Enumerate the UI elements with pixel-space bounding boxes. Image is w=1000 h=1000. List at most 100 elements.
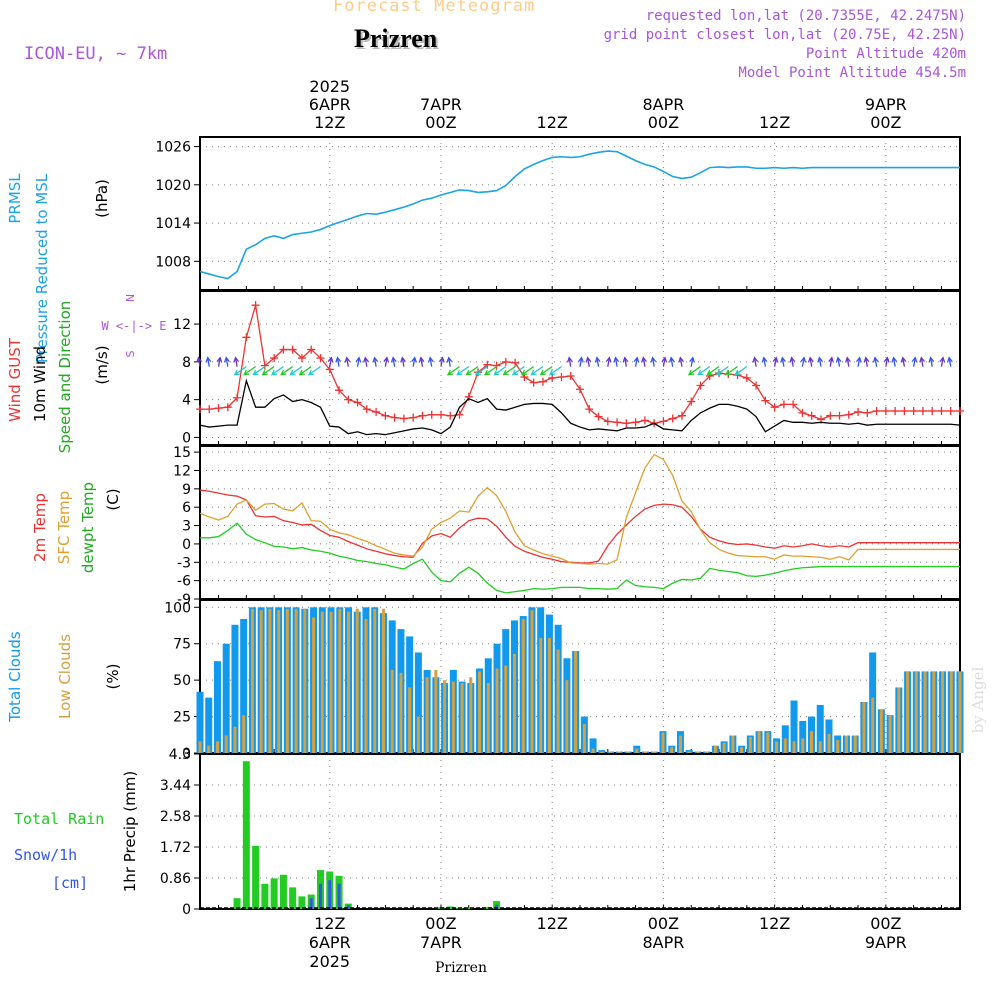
wind-direction-arrowhead: [521, 369, 528, 376]
wind-panel: 0 4 8 12 Wind GUST 10m Wind Speed and Directio…: [6, 290, 964, 453]
y-tick-label: 9: [182, 482, 191, 498]
prmsl-frame: [199, 136, 961, 291]
wind-direction-arrowhead: [577, 356, 584, 363]
gust-marker: [538, 377, 547, 386]
total-cloud-bar: [222, 643, 230, 753]
wind-direction-arrowhead: [205, 356, 212, 363]
gust-marker: [881, 406, 890, 415]
total-cloud-bar: [196, 691, 204, 753]
low-cloud-bar: [364, 618, 368, 753]
y-tick-label: 1014: [155, 216, 191, 232]
wind-direction-arrow: [790, 357, 794, 367]
low-cloud-bar: [626, 751, 630, 753]
gust-marker: [270, 354, 279, 363]
y-tick-label: 3: [182, 519, 191, 535]
low-cloud-bar: [958, 671, 962, 753]
low-cloud-bar: [652, 751, 656, 753]
wind-direction-arrowhead: [734, 369, 741, 376]
gust-marker: [325, 365, 334, 374]
wind-direction-arrow: [540, 366, 553, 376]
y-tick-label: 1.72: [160, 840, 191, 856]
y-tick-label: 0: [182, 537, 191, 553]
y-tick-label: -3: [177, 555, 191, 571]
gust-marker: [687, 397, 696, 406]
wind-direction-arrow: [207, 357, 210, 367]
gust-marker: [427, 410, 436, 419]
wind-direction-arrow: [512, 366, 525, 376]
rain-bar: [446, 906, 454, 909]
wind-direction-arrow: [697, 366, 711, 376]
wind-direction-arrowhead: [363, 356, 369, 363]
top-year-label: 2025: [309, 77, 350, 96]
prmsl-panel: 1008 1014 1020 1026 PRMSL Pressure Reduced to…: [6, 136, 961, 363]
wind-direction-arrow: [243, 366, 256, 376]
wind-direction-arrow: [568, 357, 572, 367]
dewpoint-label: dewpt Temp: [79, 482, 97, 573]
bottom-time-label: 12Z: [314, 914, 345, 933]
wind-direction-arrow: [688, 366, 701, 376]
gust-marker: [409, 413, 418, 422]
wind-direction-arrowhead: [252, 369, 259, 376]
low-cloud-bar: [233, 726, 237, 753]
wind-direction-arrowhead: [911, 356, 918, 363]
wind-direction-arrow: [447, 366, 460, 376]
gust-marker: [696, 381, 705, 390]
total-cloud-bar: [816, 704, 824, 753]
low-cloud-bar: [224, 735, 228, 753]
wind-direction-arrowhead: [548, 369, 556, 376]
gust-marker: [742, 373, 751, 382]
clouds-panel: 0 25 50 75 100 Total Clouds Low Clouds (%): [6, 599, 964, 762]
top-time-label: 12Z: [537, 113, 568, 132]
gust-marker: [353, 398, 362, 407]
total-cloud-bar: [799, 720, 807, 753]
low-cloud-bar: [827, 734, 831, 753]
low-cloud-bar: [416, 716, 420, 753]
wind-direction-arrow: [429, 357, 433, 367]
gust-marker: [390, 413, 399, 422]
low-cloud-bar: [766, 732, 770, 753]
wind-direction-arrow: [913, 357, 916, 367]
wind-direction-arrow: [662, 357, 666, 367]
gust-marker: [863, 408, 872, 417]
y-tick-label: 1020: [155, 178, 191, 194]
total-cloud-bar: [240, 618, 248, 753]
wind-direction-arrowhead: [752, 356, 759, 363]
y-tick-label: 12: [173, 463, 191, 479]
precip-frame: [199, 753, 961, 910]
snow-bar: [337, 883, 341, 909]
rain-bar: [465, 907, 473, 909]
gust-marker: [566, 372, 575, 381]
wind-direction-arrow: [763, 357, 767, 367]
bottom-time-label: 00Z: [425, 914, 456, 933]
low-cloud-bar: [853, 735, 857, 753]
wind-direction-arrowhead: [372, 356, 379, 363]
gust-marker: [770, 403, 779, 412]
total-cloud-bar: [414, 652, 422, 753]
snow-bar: [309, 898, 313, 909]
y-tick-label: 50: [173, 673, 191, 689]
wind-direction-arrowhead: [493, 369, 500, 376]
low-cloud-bar: [949, 671, 953, 753]
gust-marker: [900, 406, 909, 415]
gust-marker: [659, 417, 668, 426]
gust-marker: [854, 407, 863, 416]
total-cloud-bar: [589, 738, 597, 753]
wind-direction-arrowhead: [383, 356, 390, 363]
gust-marker: [205, 405, 214, 414]
precip-unit: 1hr Precip (mm): [121, 771, 139, 892]
low-cloud-bar: [932, 671, 936, 753]
wind-direction-arrowhead: [280, 369, 287, 376]
total-clouds-label: Total Clouds: [6, 631, 24, 723]
compass-north: N: [124, 294, 137, 302]
wind-direction-arrow: [448, 357, 451, 367]
wind-direction-arrow: [373, 357, 377, 367]
wind-direction-arrow: [271, 366, 284, 376]
wind-direction-arrow: [753, 357, 757, 367]
low-cloud-bar: [713, 745, 717, 753]
wind-direction-arrow: [607, 357, 611, 367]
wind-speed-line: [199, 378, 961, 436]
gust-marker: [807, 411, 816, 420]
wind-direction-arrow: [262, 366, 275, 376]
low-cloud-bar: [897, 687, 901, 753]
